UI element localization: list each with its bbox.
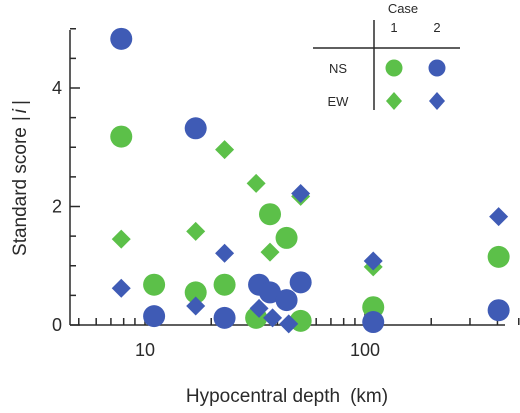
legend-row-ew: EW	[328, 94, 350, 109]
y-axis-ticks: 0 2 4	[52, 28, 80, 335]
data-point-ns-case1	[213, 273, 236, 296]
data-point-ns-case2	[487, 299, 510, 322]
legend-row-ns: NS	[329, 61, 347, 76]
x-axis-label: Hypocentral depth (km)	[186, 386, 388, 407]
data-point-ns-case2	[275, 289, 298, 312]
x-tick-label: 100	[350, 340, 380, 360]
legend-ns-case2-marker	[428, 59, 446, 77]
y-tick-label: 0	[52, 315, 62, 335]
data-point-ew-case2	[186, 296, 206, 316]
data-point-ew-case1	[215, 140, 235, 160]
data-point-ew-case2	[291, 183, 311, 203]
data-point-ew-case1	[246, 173, 266, 193]
legend-ns-case1-marker	[385, 59, 403, 77]
series-ew-case1	[111, 140, 383, 277]
data-point-ns-case2	[259, 281, 282, 304]
data-point-ew-case2	[263, 308, 283, 328]
data-point-ns-case2	[289, 271, 312, 294]
data-point-ew-case2	[489, 207, 509, 227]
series-ns-case1	[110, 125, 510, 332]
data-point-ns-case1	[110, 125, 133, 148]
data-point-ew-case2	[215, 243, 235, 263]
data-point-ns-case2	[143, 305, 166, 328]
x-tick-label: 10	[135, 340, 155, 360]
series-ew-case2	[111, 183, 509, 334]
legend-col-1: 1	[390, 20, 397, 35]
legend: Case 1 2 NS EW	[313, 1, 460, 110]
data-point-ns-case1	[487, 245, 510, 268]
data-point-ew-case1	[111, 229, 131, 249]
data-point-ns-case1	[275, 226, 298, 249]
data-point-ns-case1	[184, 281, 207, 304]
data-point-ns-case1	[143, 273, 166, 296]
y-tick-label: 4	[52, 78, 62, 98]
legend-title: Case	[388, 1, 418, 16]
data-point-ns-case2	[184, 117, 207, 140]
legend-col-2: 2	[433, 20, 440, 35]
data-point-ew-case1	[260, 242, 280, 262]
legend-ew-case1-marker	[386, 92, 402, 110]
data-point-ew-case2	[249, 298, 269, 318]
data-marks	[110, 27, 510, 334]
data-point-ns-case2	[362, 311, 385, 334]
data-point-ns-case2	[213, 306, 236, 329]
data-point-ew-case1	[186, 221, 206, 241]
y-tick-label: 2	[52, 197, 62, 217]
data-point-ns-case1	[259, 203, 282, 226]
data-point-ns-case2	[110, 27, 133, 50]
data-point-ew-case2	[279, 314, 299, 334]
data-point-ew-case2	[111, 278, 131, 298]
data-point-ew-case2	[363, 251, 383, 271]
y-axis-label: Standard score|i|	[10, 100, 31, 256]
series-ns-case2	[110, 27, 510, 334]
legend-ew-case2-marker	[429, 92, 445, 110]
